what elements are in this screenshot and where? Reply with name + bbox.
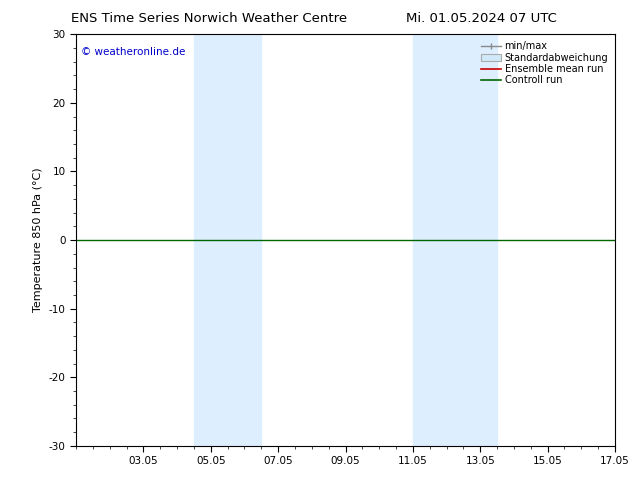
Text: © weatheronline.de: © weatheronline.de (81, 47, 186, 57)
Y-axis label: Temperature 850 hPa (°C): Temperature 850 hPa (°C) (33, 168, 43, 313)
Bar (194, 34, 261, 446)
Text: Mi. 01.05.2024 07 UTC: Mi. 01.05.2024 07 UTC (406, 12, 557, 25)
Text: ENS Time Series Norwich Weather Centre: ENS Time Series Norwich Weather Centre (71, 12, 347, 25)
Bar (413, 34, 497, 446)
Legend: min/max, Standardabweichung, Ensemble mean run, Controll run: min/max, Standardabweichung, Ensemble me… (479, 39, 610, 87)
